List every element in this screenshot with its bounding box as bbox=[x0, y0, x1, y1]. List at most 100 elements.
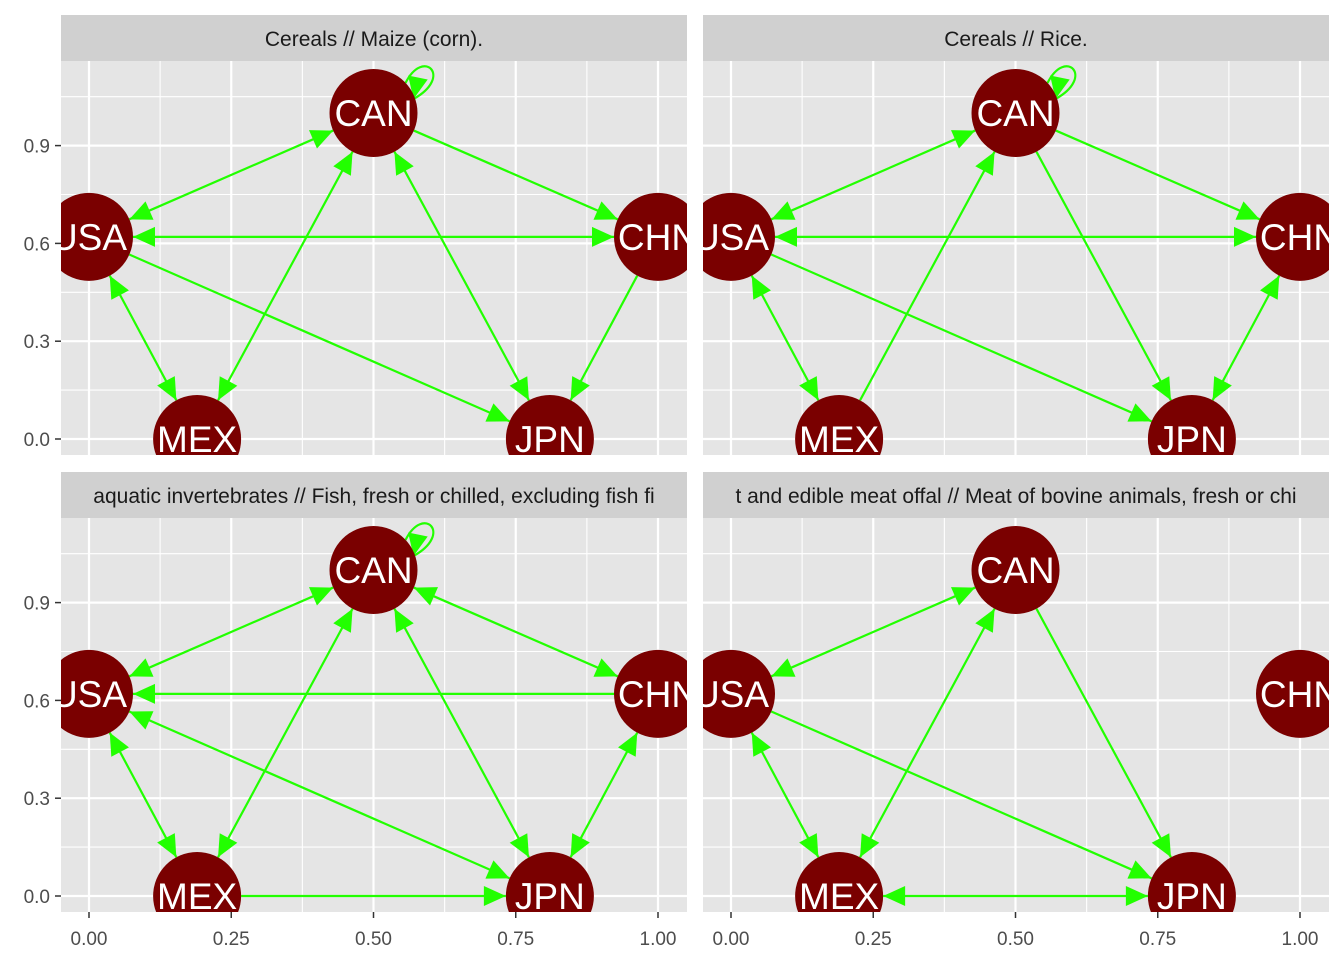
y-tick-label: 0.6 bbox=[24, 691, 50, 712]
y-tick-label: 0.0 bbox=[24, 430, 50, 451]
edge-chn-jpn bbox=[569, 275, 639, 401]
node-label: CHN bbox=[618, 674, 698, 715]
edge-usa-can bbox=[770, 129, 976, 221]
edge-arrowhead bbox=[950, 587, 976, 606]
edge-can-chn bbox=[413, 129, 619, 221]
edge-arrowhead bbox=[883, 886, 906, 906]
edge-self-loop bbox=[404, 65, 435, 100]
edge-mex-can bbox=[217, 151, 354, 401]
x-tick-label: 0.50 bbox=[997, 929, 1034, 950]
edge-arrowhead bbox=[133, 683, 155, 704]
edge-arrowhead bbox=[975, 151, 995, 176]
y-tick-label: 0.9 bbox=[24, 594, 50, 615]
edge-arrowhead bbox=[129, 201, 154, 220]
node-mex bbox=[153, 852, 242, 912]
edge-usa-mex bbox=[750, 275, 820, 401]
node-chn bbox=[1256, 649, 1329, 738]
edge-usa-can bbox=[770, 586, 976, 678]
edge-arrowhead bbox=[483, 886, 506, 906]
x-tick-label: 1.00 bbox=[640, 929, 677, 950]
edge-can-jpn bbox=[1035, 608, 1172, 858]
node-label: USA bbox=[693, 674, 769, 715]
edge-arrowhead bbox=[570, 376, 590, 401]
edge-arrowhead bbox=[218, 376, 238, 401]
facet-strip-title: Cereals // Maize (corn). bbox=[265, 28, 483, 51]
facet-strip bbox=[703, 472, 1329, 518]
y-tick-label: 0.6 bbox=[24, 234, 50, 255]
node-label: JPN bbox=[515, 419, 585, 460]
edge-usa-can bbox=[128, 129, 334, 221]
node-label: MEX bbox=[799, 419, 879, 460]
edge-arrowhead bbox=[157, 376, 177, 401]
facet-strip bbox=[61, 15, 687, 61]
edge-arrowhead bbox=[394, 151, 414, 176]
edge-arrowhead bbox=[408, 75, 428, 99]
node-jpn bbox=[1147, 852, 1236, 912]
facet-strip bbox=[61, 472, 687, 518]
edge-arrowhead bbox=[1127, 860, 1152, 879]
edge-arrowhead bbox=[1125, 886, 1148, 906]
edge-arrowhead bbox=[308, 130, 334, 149]
edge-mex-can bbox=[859, 608, 996, 858]
edge-arrowhead bbox=[485, 403, 510, 422]
y-tick-label: 0.9 bbox=[24, 137, 50, 158]
edge-arrowhead bbox=[751, 732, 771, 757]
node-chn bbox=[614, 649, 687, 738]
x-tick-label: 0.50 bbox=[355, 929, 392, 950]
edge-arrowhead bbox=[771, 201, 796, 220]
node-label: CAN bbox=[334, 550, 412, 591]
edge-arrowhead bbox=[592, 226, 614, 247]
edge-arrowhead bbox=[485, 860, 510, 879]
node-can bbox=[329, 69, 418, 157]
node-label: JPN bbox=[515, 876, 585, 917]
edge-arrowhead bbox=[413, 587, 439, 606]
node-mex bbox=[795, 395, 884, 455]
edge-arrowhead bbox=[1260, 275, 1280, 300]
node-label: CAN bbox=[976, 550, 1054, 591]
node-label: CHN bbox=[1260, 217, 1340, 258]
edge-arrowhead bbox=[1234, 226, 1256, 247]
edge-arrowhead bbox=[593, 658, 618, 677]
y-tick-label: 0.0 bbox=[24, 887, 50, 908]
facet-panel: aquatic invertebrates // Fish, fresh or … bbox=[24, 472, 698, 950]
edge-arrowhead bbox=[771, 658, 796, 677]
node-label: USA bbox=[51, 674, 127, 715]
facet-strip-title: t and edible meat offal // Meat of bovin… bbox=[735, 485, 1296, 508]
node-mex bbox=[153, 395, 242, 455]
edge-arrowhead bbox=[308, 587, 334, 606]
x-tick-label: 0.25 bbox=[213, 929, 250, 950]
node-label: JPN bbox=[1157, 876, 1227, 917]
edge-usa-jpn bbox=[770, 253, 1153, 423]
edge-arrowhead bbox=[775, 226, 797, 247]
edge-can-jpn bbox=[393, 151, 530, 401]
node-label: USA bbox=[693, 217, 769, 258]
node-can bbox=[971, 526, 1060, 614]
edge-mex-can bbox=[859, 151, 996, 401]
facet-strip-title: Cereals // Rice. bbox=[944, 28, 1088, 51]
edge-arrowhead bbox=[1235, 201, 1260, 220]
edge-arrowhead bbox=[950, 130, 976, 149]
facet-panel: t and edible meat offal // Meat of bovin… bbox=[693, 472, 1340, 950]
facet-strip bbox=[703, 15, 1329, 61]
edge-arrowhead bbox=[109, 732, 129, 757]
edge-arrowhead bbox=[1151, 833, 1171, 858]
node-label: MEX bbox=[799, 876, 879, 917]
edge-arrowhead bbox=[333, 151, 353, 176]
node-chn bbox=[614, 192, 687, 281]
node-usa bbox=[703, 192, 775, 281]
facet-panel: Cereals // Rice. CAN USA CHN MEX JPN bbox=[693, 15, 1340, 460]
edge-arrowhead bbox=[129, 711, 154, 730]
node-label: MEX bbox=[157, 876, 237, 917]
node-label: CHN bbox=[1260, 674, 1340, 715]
node-label: CAN bbox=[976, 93, 1054, 134]
node-label: CHN bbox=[618, 217, 698, 258]
edge-arrowhead bbox=[860, 833, 880, 858]
edge-arrowhead bbox=[618, 732, 638, 757]
node-mex bbox=[795, 852, 884, 912]
edge-arrowhead bbox=[975, 608, 995, 633]
edge-arrowhead bbox=[394, 608, 414, 633]
node-label: USA bbox=[51, 217, 127, 258]
edge-arrowhead bbox=[593, 201, 618, 220]
edge-usa-mex bbox=[108, 732, 178, 858]
